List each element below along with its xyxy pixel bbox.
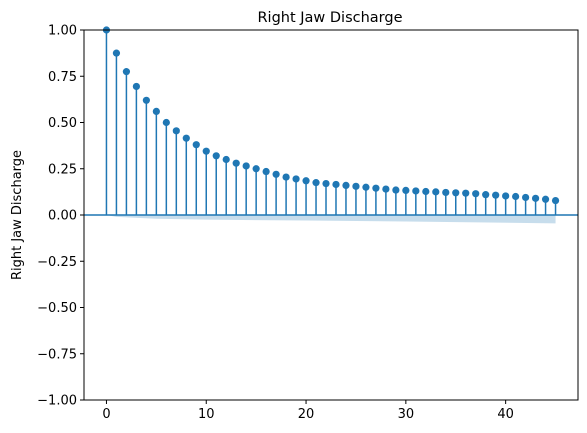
y-tick-label: 0.75 [48,70,77,85]
plot-area [84,26,578,224]
y-tick-label: −0.75 [37,347,77,362]
acf-point [302,177,310,185]
x-tick-label: 40 [497,407,514,422]
acf-point [382,185,390,193]
acf-point [402,186,410,194]
acf-point [392,186,400,194]
x-tick-label: 0 [102,407,110,422]
acf-point [531,194,540,202]
acf-point [202,147,210,155]
acf-point [262,167,270,176]
acf-point [452,189,460,197]
acf-point [172,127,180,135]
x-tick-label: 10 [198,407,215,422]
acf-point [502,192,510,200]
acf-point [412,187,420,195]
acf-point [112,49,121,57]
y-tick-label: 0.25 [48,162,77,177]
confidence-band [106,215,556,224]
acf-point [422,187,430,196]
acf-point [462,189,470,197]
acf-point [152,107,160,115]
acf-point [482,191,490,199]
acf-point [541,195,550,203]
acf-point [362,183,370,191]
y-tick-label: 0.50 [48,116,77,131]
acf-point [332,180,340,189]
y-tick-label: −0.50 [37,301,77,316]
acf-point [162,118,170,127]
y-tick-label: 1.00 [48,24,77,39]
acf-point [122,68,131,76]
x-tick-label: 20 [298,407,315,422]
acf-point [132,82,140,91]
acf-point [551,196,560,205]
acf-point [512,192,520,201]
acf-point [192,141,200,149]
acf-point [342,181,350,189]
acf-point [232,159,240,167]
acf-point [322,179,330,188]
acf-point [212,152,220,160]
acf-point [242,162,250,170]
acf-point [142,96,150,104]
acf-point [292,175,300,183]
acf-point [312,179,320,187]
acf-point [282,173,290,181]
y-tick-label: 0.00 [48,209,77,224]
chart-title: Right Jaw Discharge [257,10,402,26]
acf-point [472,190,480,198]
acf-point [252,165,260,173]
acf-point [492,191,500,199]
acf-point [442,188,450,197]
acf-point [522,193,530,202]
y-axis-label: Right Jaw Discharge [10,150,25,280]
acf-point [432,188,440,196]
y-tick-label: −0.25 [37,255,77,270]
acf-point [352,182,360,190]
x-tick-label: 30 [398,407,415,422]
acf-point [222,155,230,164]
axes-frame [83,29,579,401]
acf-point [372,184,380,192]
y-tick-label: −1.00 [37,394,77,409]
axis-ticks: 0 10 20 30 40 −1.00 −0.75 −0.50 −0.25 0.00 0.25 0.5… [37,24,514,423]
acf-point [272,170,280,178]
acf-point [182,134,190,142]
